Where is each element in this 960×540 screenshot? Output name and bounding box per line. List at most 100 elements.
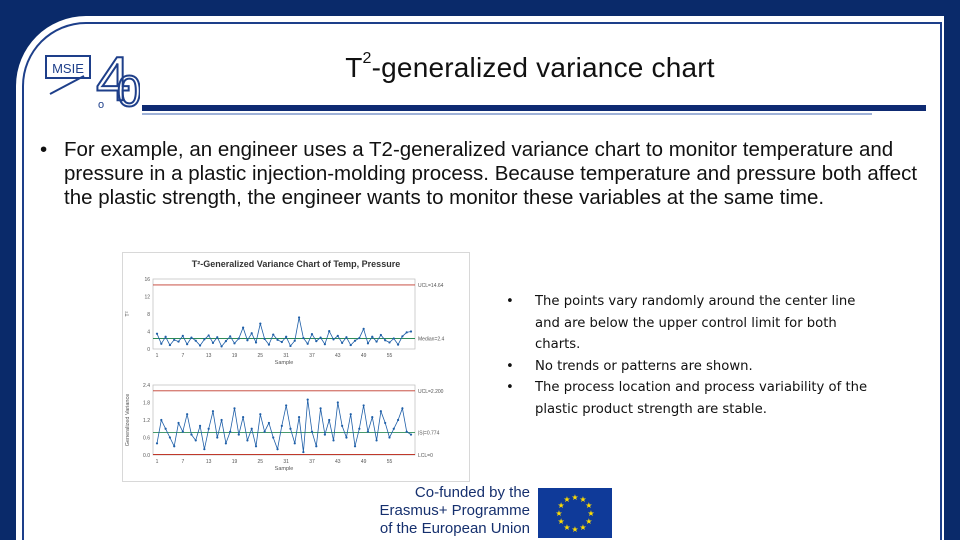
x-tick-label: 19 [232,459,238,465]
y-tick-label: 8 [147,312,150,318]
data-point [371,415,374,419]
data-point [332,439,335,442]
data-point [267,421,271,425]
data-point [168,343,172,347]
x-tick-label: 13 [206,353,212,359]
data-point [207,427,210,430]
eu-star-icon: ★ [563,495,570,504]
center-label: |S|=0.774 [418,430,440,436]
data-point [177,340,180,343]
data-point [384,339,387,342]
data-point [233,407,236,410]
data-point [246,439,249,442]
data-point [379,410,382,413]
data-point [250,427,253,430]
data-point [263,430,266,433]
data-point [405,331,408,334]
data-point [345,336,348,339]
data-point [233,342,236,345]
data-point [396,343,400,346]
x-axis-label: Sample [275,466,294,472]
data-point [323,433,326,436]
x-tick-label: 19 [232,353,238,359]
data-point [285,404,288,407]
data-point [237,433,240,436]
data-point [306,342,309,345]
x-tick-label: 43 [335,459,341,465]
data-point [392,337,395,340]
data-point [203,338,206,341]
x-tick-label: 7 [181,459,184,465]
data-point [319,336,322,339]
observation-item: • No trends or patterns are shown. [506,358,753,374]
data-point [203,448,206,451]
data-point [371,335,374,338]
observation-item: • The points vary randomly around the cen… [506,294,856,352]
data-point [392,427,395,430]
data-point [220,418,223,422]
data-point [302,450,305,454]
eu-star-icon: ★ [563,523,570,532]
ucl-label: UCL=2.200 [418,389,444,395]
y-axis-label: T² [125,311,131,316]
lcl-label: LCL=0 [418,453,433,459]
data-point [336,401,339,404]
center-label: Median=2.4 [418,337,444,343]
data-point [362,327,365,330]
data-point [216,336,219,339]
data-point [211,341,215,344]
data-point [237,337,240,340]
eu-star-icon: ★ [571,525,578,534]
msie-logo: MSIE 4 0 o [45,44,140,112]
data-point [409,330,413,333]
x-tick-label: 49 [361,459,367,465]
ucl-label: UCL=14.64 [418,283,444,289]
eu-star-icon: ★ [571,493,578,502]
data-point [409,433,413,436]
x-tick-label: 55 [387,459,393,465]
page-title: T2-generalized variance chart [250,50,810,84]
title-underline [142,105,926,111]
data-point [177,421,180,425]
eu-star-icon: ★ [579,523,586,532]
y-tick-label: 1.2 [143,418,150,424]
eu-star-icon: ★ [585,501,592,510]
data-point [353,339,357,342]
data-point [181,430,184,433]
data-point [401,335,404,338]
y-tick-label: 1.8 [143,401,150,407]
chart-image: T²-Generalized Variance Chart of Temp, P… [122,252,470,482]
data-point [155,332,159,335]
data-point [194,339,197,342]
title-underline-thin [142,113,872,115]
data-point [216,436,219,439]
data-point [345,436,348,439]
data-point [259,413,262,416]
data-point [332,338,335,341]
data-point [323,343,326,346]
data-point [310,430,314,433]
data-point [267,343,271,346]
data-point [181,334,184,337]
data-point [297,415,301,419]
data-point [349,413,352,416]
logo-letters: MSIE [52,61,84,76]
x-tick-label: 13 [206,459,212,465]
data-point [254,445,258,448]
data-point [310,333,314,336]
data-point [190,336,193,339]
series-line [156,399,412,453]
eu-line-2: Erasmus+ Programme [379,502,530,519]
intro-text: For example, an engineer uses a T2-gener… [64,138,918,209]
eu-line-3: of the European Union [379,520,530,537]
x-tick-label: 25 [258,353,264,359]
data-point [254,341,258,344]
data-point [263,337,266,341]
data-point [173,445,176,448]
data-point [280,340,283,344]
data-point [259,322,262,325]
data-point [358,336,361,340]
data-point [164,335,167,338]
eu-star-icon: ★ [585,517,592,526]
data-point [224,442,227,445]
